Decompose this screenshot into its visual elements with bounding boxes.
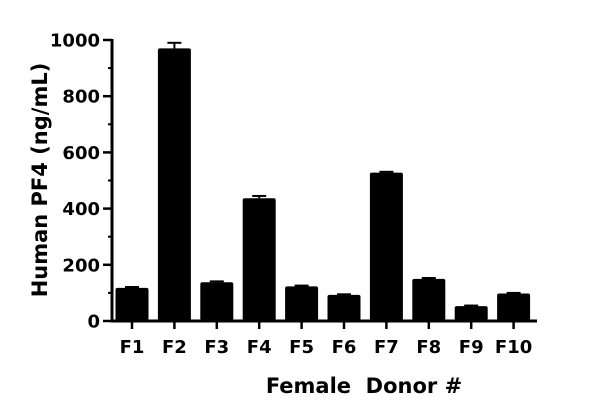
y-tick-label: 1000: [50, 31, 100, 52]
x-tick-label-f7: F7: [374, 337, 399, 358]
bar-f9: [454, 306, 488, 321]
bar-f5: [285, 286, 319, 321]
x-tick-label-f1: F1: [120, 337, 145, 358]
y-tick-label: 200: [62, 255, 100, 276]
y-tick-label: 600: [62, 143, 100, 164]
x-tick-label-f6: F6: [332, 337, 357, 358]
x-tick-label-f10: F10: [495, 337, 532, 358]
bars-group: [115, 48, 531, 322]
bar-f7: [369, 172, 403, 321]
bar-f10: [497, 293, 531, 321]
bar-f2: [157, 48, 191, 322]
x-tick-label-f2: F2: [162, 337, 187, 358]
bar-f1: [115, 287, 149, 321]
y-tick-label: 800: [62, 87, 100, 108]
bar-f6: [327, 294, 361, 321]
bar-f4: [242, 198, 276, 321]
y-tick-label: 0: [87, 312, 100, 333]
x-tick-label-f3: F3: [204, 337, 229, 358]
y-tick-label: 400: [62, 199, 100, 220]
x-tick-label-f5: F5: [289, 337, 314, 358]
x-axis-title: Female Donor #: [266, 374, 462, 398]
x-tick-label-f8: F8: [416, 337, 441, 358]
bar-f8: [412, 278, 446, 321]
x-axis: F1 F2 F3 F4 F5 F6 F7 F8 F9 F10: [110, 319, 537, 358]
bar-f3: [200, 282, 234, 321]
error-bars-group: [125, 41, 521, 307]
y-axis: 0 200 400 600 800 1000: [50, 31, 114, 333]
y-axis-title: Human PF4 (ng/mL): [28, 63, 52, 298]
x-tick-label-f9: F9: [459, 337, 484, 358]
x-tick-label-f4: F4: [247, 337, 272, 358]
